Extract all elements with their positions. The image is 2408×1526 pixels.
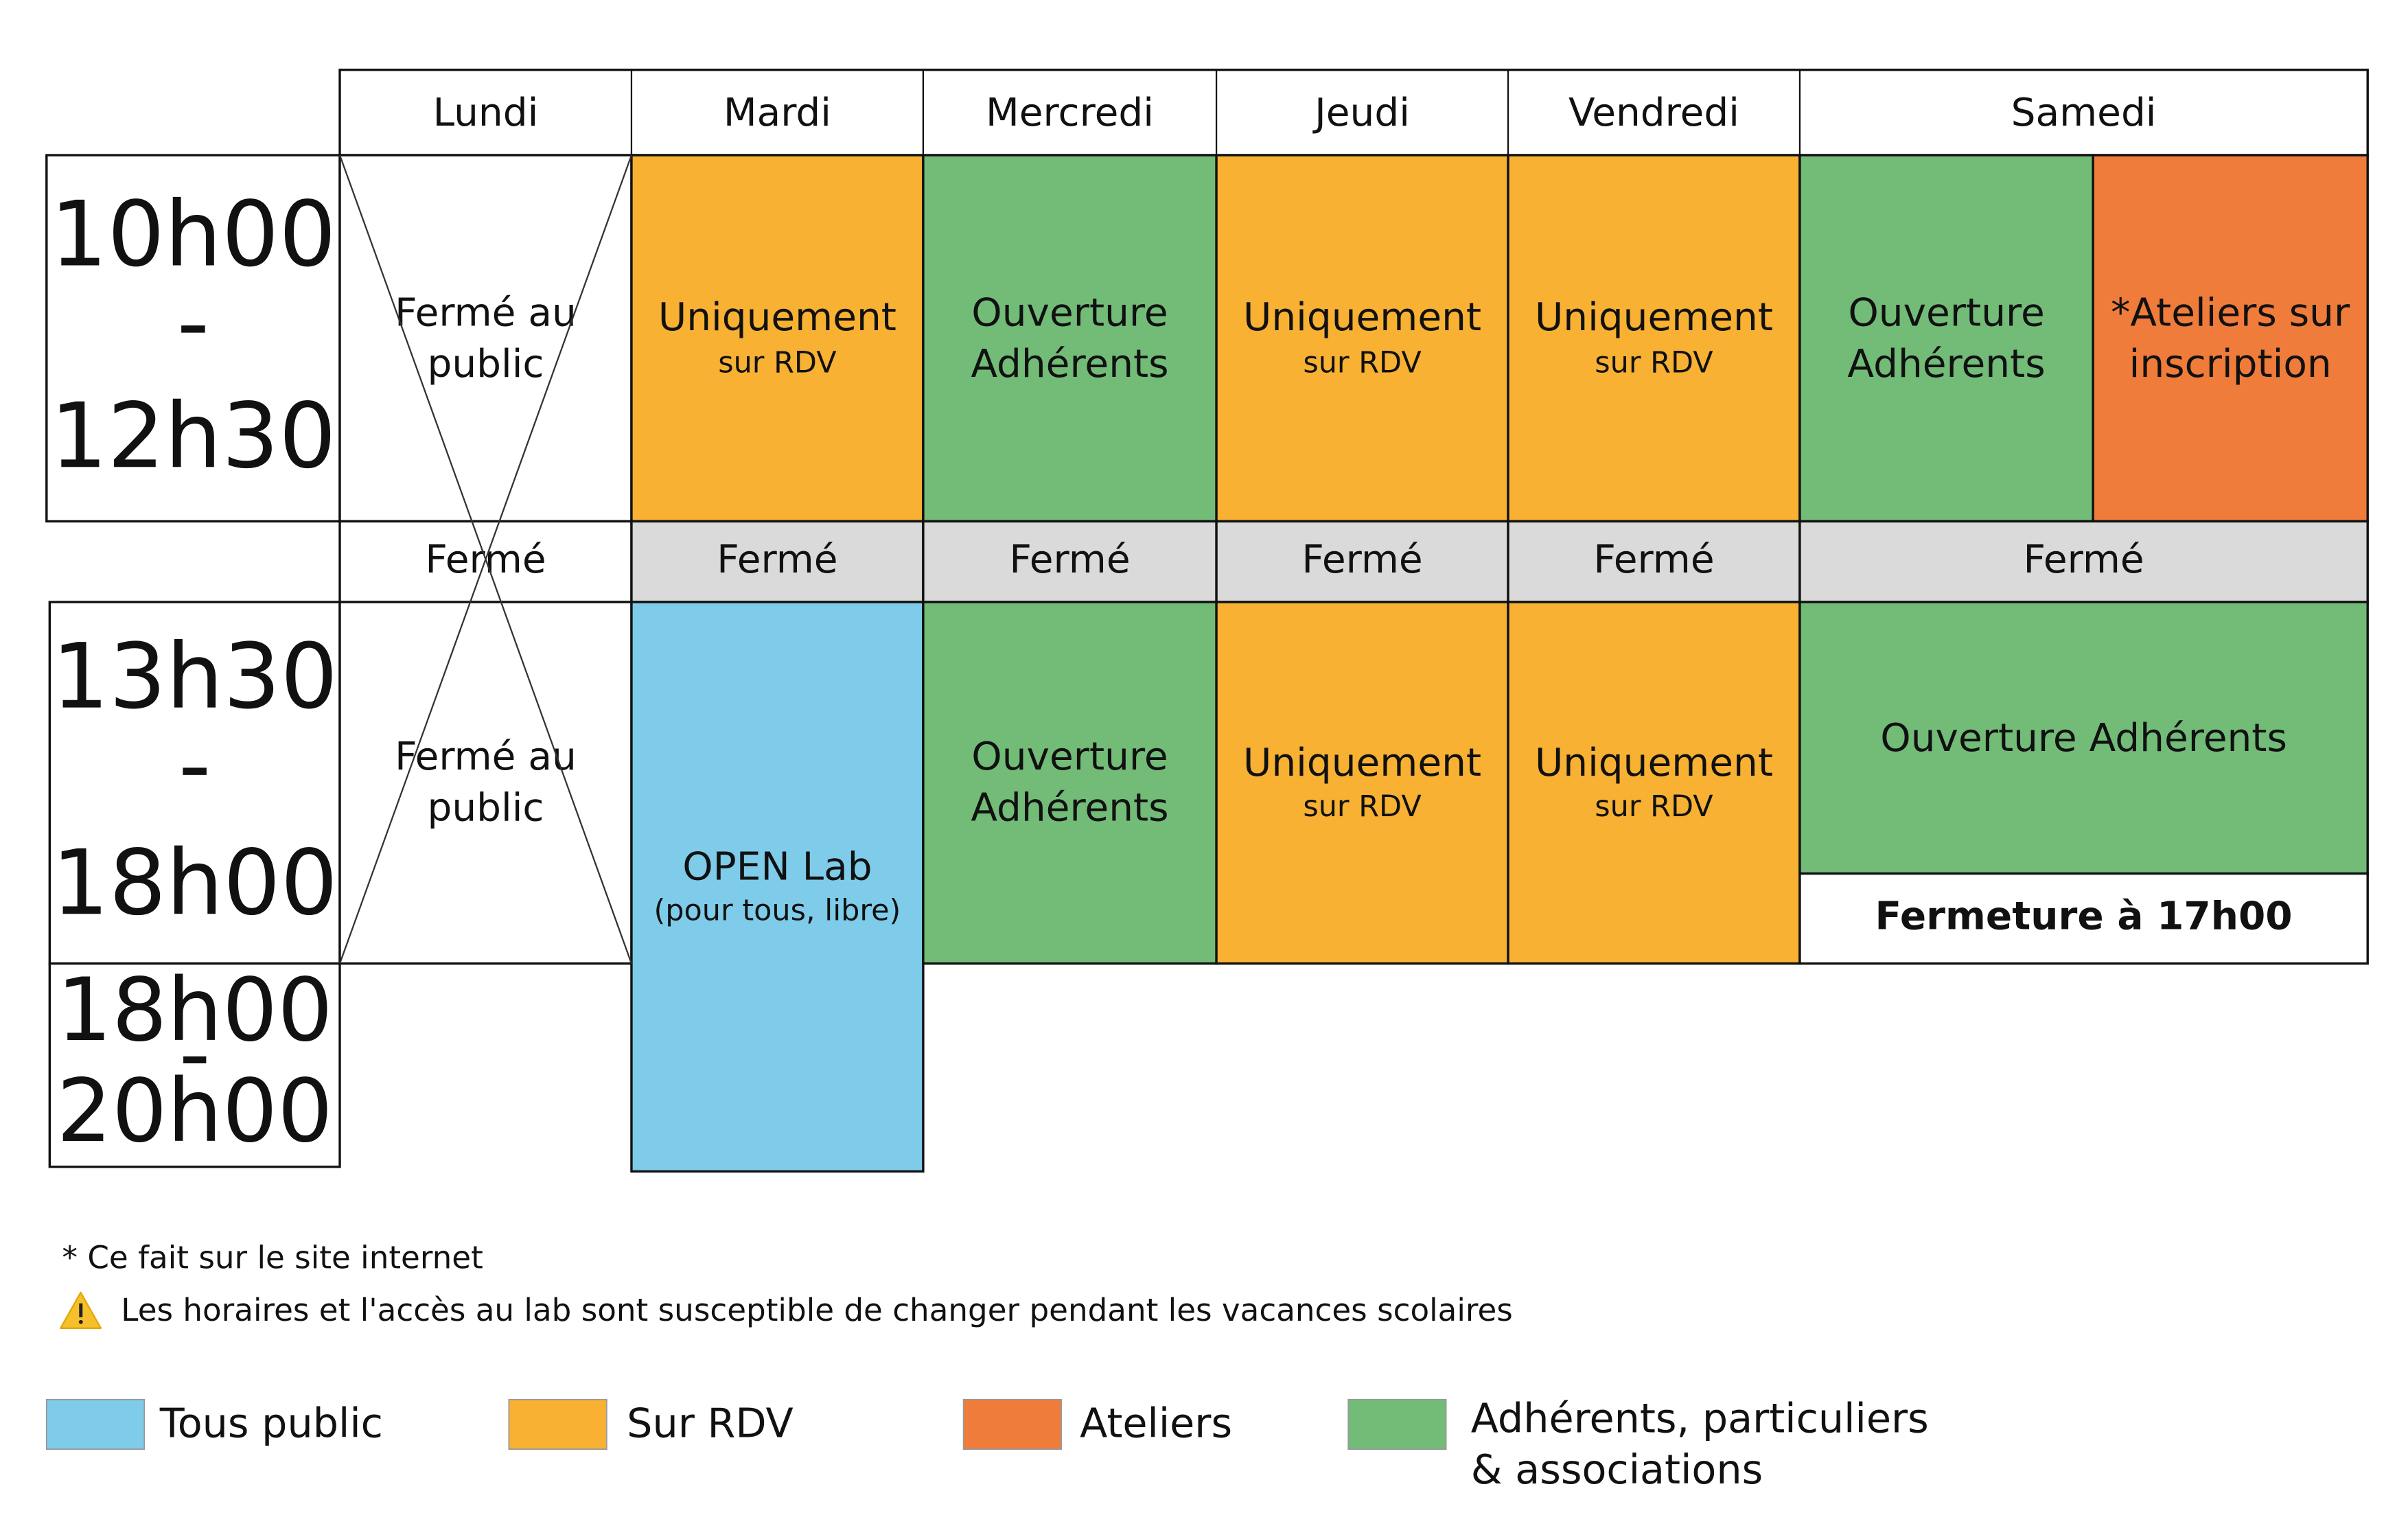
schedule-cell bbox=[338, 601, 633, 965]
cell-text: Adhérents bbox=[971, 342, 1168, 386]
time-box bbox=[48, 601, 341, 965]
cell-text: inscription bbox=[2129, 342, 2332, 386]
cell-text: Adhérents bbox=[1847, 342, 2045, 386]
cell-text: Uniquement bbox=[1535, 741, 1773, 785]
lunch-text: Fermé bbox=[1301, 537, 1422, 582]
closed-cross bbox=[338, 154, 633, 964]
schedule-cell bbox=[2092, 154, 2369, 523]
cell-text: Fermeture à 17h00 bbox=[1875, 894, 2293, 939]
cell-text: Ouverture bbox=[971, 290, 1168, 335]
lunch-cell bbox=[1798, 520, 2369, 603]
lunch-text: Fermé bbox=[2023, 537, 2144, 582]
lunch-text: Fermé bbox=[1009, 537, 1130, 582]
schedule-cell bbox=[1798, 154, 2094, 523]
legend-label: Sur RDV bbox=[627, 1399, 794, 1446]
lunch-text: Fermé bbox=[717, 537, 837, 582]
day-label: Mercredi bbox=[986, 91, 1154, 135]
cell-text: Ouverture bbox=[1848, 290, 2044, 335]
time-label: 18h00 bbox=[51, 830, 338, 935]
time-label: 18h00 bbox=[57, 960, 333, 1061]
schedule-cell bbox=[1798, 601, 2369, 875]
schedule-cell bbox=[1507, 154, 1801, 523]
time-label: 13h30 bbox=[51, 624, 338, 729]
legend-label: Adhérents, particuliers bbox=[1471, 1395, 1929, 1442]
schedule-cell bbox=[922, 154, 1218, 523]
cell-text: Ouverture Adhérents bbox=[1880, 716, 2287, 761]
cell-text: Fermé au bbox=[395, 735, 577, 779]
cell-text: Uniquement bbox=[1243, 741, 1481, 785]
day-label: Mardi bbox=[723, 91, 831, 135]
cell-subtext: sur RDV bbox=[1303, 346, 1422, 380]
cell-text: public bbox=[427, 785, 544, 830]
warning-icon bbox=[60, 1291, 102, 1329]
cell-subtext: sur RDV bbox=[1595, 346, 1713, 380]
schedule-cell bbox=[630, 601, 925, 1173]
cell-text: public bbox=[427, 342, 544, 386]
cell-subtext: sur RDV bbox=[1595, 789, 1713, 824]
day-label: Vendredi bbox=[1568, 91, 1739, 135]
legend-swatch bbox=[45, 1398, 146, 1450]
schedule-cell bbox=[922, 601, 1218, 965]
lunch-text: Fermé bbox=[1593, 537, 1714, 582]
time-box bbox=[48, 962, 341, 1168]
lunch-cell bbox=[338, 520, 633, 603]
cell-text: Uniquement bbox=[658, 295, 896, 340]
legend-swatch bbox=[508, 1398, 607, 1450]
cell-text: Adhérents bbox=[971, 785, 1168, 830]
time-label: - bbox=[178, 712, 211, 817]
cell-subtext: (pour tous, libre) bbox=[654, 894, 901, 928]
schedule-cell bbox=[1507, 601, 1801, 965]
time-label: - bbox=[177, 270, 209, 375]
note: Les horaires et l'accès au lab sont susc… bbox=[121, 1292, 1513, 1328]
lunch-cell bbox=[630, 520, 925, 603]
day-label: Jeudi bbox=[1312, 91, 1410, 135]
cell-text: *Ateliers sur bbox=[2111, 290, 2350, 335]
schedule-cell bbox=[1215, 154, 1509, 523]
schedule-cell bbox=[1215, 601, 1509, 965]
cell-text: Fermé au bbox=[395, 290, 577, 335]
time-box bbox=[45, 154, 341, 523]
cell-subtext: sur RDV bbox=[1303, 789, 1422, 824]
legend-label: Tous public bbox=[159, 1399, 383, 1446]
time-label: 10h00 bbox=[50, 181, 336, 286]
day-label: Samedi bbox=[2011, 91, 2157, 135]
legend-swatch bbox=[1347, 1398, 1447, 1450]
legend-swatch bbox=[962, 1398, 1062, 1450]
note: * Ce fait sur le site internet bbox=[62, 1239, 483, 1275]
cell-text: Uniquement bbox=[1535, 295, 1773, 340]
time-label: 12h30 bbox=[50, 383, 336, 488]
legend-label: & associations bbox=[1471, 1446, 1763, 1493]
time-label: 20h00 bbox=[57, 1061, 333, 1161]
schedule-cell bbox=[338, 154, 633, 523]
cell-text: OPEN Lab bbox=[682, 844, 872, 889]
cell-subtext: sur RDV bbox=[718, 346, 837, 380]
legend-label: Ateliers bbox=[1080, 1399, 1232, 1446]
time-label: - bbox=[179, 1003, 211, 1104]
lunch-cell bbox=[1507, 520, 1801, 603]
cell-text: Ouverture bbox=[971, 735, 1168, 779]
cell-text: Uniquement bbox=[1243, 295, 1481, 340]
schedule-cell bbox=[1798, 872, 2369, 965]
day-label: Lundi bbox=[433, 91, 539, 135]
